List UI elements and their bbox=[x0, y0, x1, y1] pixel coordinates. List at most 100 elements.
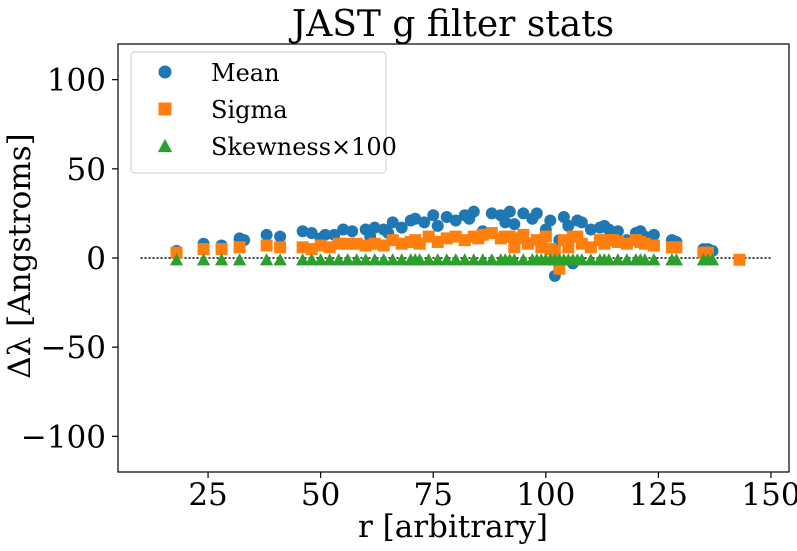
data-point-skewness bbox=[638, 253, 652, 266]
data-point-skewness bbox=[260, 253, 274, 266]
data-point-skewness bbox=[323, 253, 337, 266]
data-point-skewness bbox=[214, 253, 229, 266]
y-tick-label: 100 bbox=[47, 63, 106, 99]
data-point-sigma bbox=[535, 241, 548, 254]
data-point-skewness bbox=[413, 253, 427, 266]
data-point-mean bbox=[467, 205, 480, 218]
data-point-skewness bbox=[196, 253, 211, 266]
data-point-skewness bbox=[395, 253, 409, 266]
data-point-mean bbox=[503, 205, 516, 218]
data-point-skewness bbox=[440, 253, 454, 266]
data-point-mean bbox=[449, 214, 462, 227]
data-point-skewness bbox=[507, 253, 521, 266]
data-point-skewness bbox=[669, 253, 684, 266]
x-tick-label: 50 bbox=[301, 477, 340, 513]
data-point-sigma bbox=[332, 237, 345, 250]
data-point-mean bbox=[305, 227, 318, 240]
data-point-skewness bbox=[305, 253, 319, 266]
data-point-sigma bbox=[350, 237, 363, 250]
data-point-sigma bbox=[620, 237, 633, 250]
data-point-mean bbox=[409, 212, 422, 225]
data-point-skewness bbox=[611, 253, 625, 266]
data-point-sigma bbox=[584, 241, 597, 254]
data-point-skewness bbox=[602, 253, 616, 266]
data-point-skewness bbox=[296, 253, 310, 266]
data-point-sigma bbox=[377, 239, 390, 252]
legend-box bbox=[130, 51, 387, 174]
data-point-skewness bbox=[386, 253, 400, 266]
legend: Mean Sigma Skewness×100 bbox=[130, 51, 397, 174]
x-tick-label: 125 bbox=[629, 477, 688, 513]
data-point-sigma bbox=[575, 237, 588, 250]
data-point-sigma bbox=[368, 237, 381, 250]
data-point-sigma bbox=[422, 230, 435, 243]
data-point-sigma bbox=[260, 239, 273, 252]
data-point-sigma bbox=[359, 239, 372, 252]
data-point-sigma bbox=[274, 241, 287, 254]
y-tick-label: −50 bbox=[41, 330, 106, 366]
legend-label: Skewness×100 bbox=[211, 133, 397, 161]
data-point-sigma bbox=[449, 230, 462, 243]
data-point-mean bbox=[440, 210, 453, 223]
data-point-skewness bbox=[157, 138, 173, 153]
x-tick-label: 150 bbox=[741, 477, 797, 513]
data-point-sigma bbox=[215, 243, 228, 256]
data-point-sigma bbox=[647, 239, 660, 252]
data-point-sigma bbox=[341, 237, 354, 250]
data-point-skewness bbox=[422, 253, 436, 266]
data-point-sigma bbox=[170, 246, 183, 259]
data-point-skewness bbox=[476, 253, 490, 266]
data-point-mean bbox=[158, 65, 172, 79]
x-tick-label: 25 bbox=[188, 477, 227, 513]
data-point-mean bbox=[530, 207, 543, 220]
data-point-sigma bbox=[611, 235, 624, 248]
data-point-skewness bbox=[516, 253, 530, 266]
data-point-skewness bbox=[458, 253, 472, 266]
data-point-mean bbox=[427, 209, 440, 222]
data-point-mean bbox=[575, 216, 588, 229]
plot-area: 25 50 75 100 125 150 100 50 0 −50 −100 bbox=[21, 43, 797, 513]
data-point-sigma bbox=[503, 230, 516, 243]
data-point-mean bbox=[368, 221, 381, 234]
data-point-sigma bbox=[413, 237, 426, 250]
data-point-sigma bbox=[476, 228, 489, 241]
data-point-sigma bbox=[197, 243, 210, 256]
legend-label: Sigma bbox=[211, 96, 288, 124]
data-point-skewness bbox=[359, 253, 373, 266]
data-point-sigma bbox=[539, 230, 552, 243]
data-point-mean bbox=[337, 223, 350, 236]
y-axis-label: Δλ [Angstroms] bbox=[2, 133, 38, 378]
x-tick-label: 75 bbox=[414, 477, 453, 513]
data-point-skewness bbox=[467, 253, 481, 266]
data-point-mean bbox=[319, 228, 332, 241]
data-point-sigma bbox=[158, 102, 172, 116]
data-point-mean bbox=[557, 210, 570, 223]
data-point-mean bbox=[346, 225, 359, 238]
data-point-skewness bbox=[449, 253, 463, 266]
data-point-mean bbox=[584, 223, 597, 236]
data-point-sigma bbox=[386, 234, 399, 247]
data-point-mean bbox=[508, 218, 521, 231]
data-point-skewness bbox=[377, 253, 391, 266]
data-point-skewness bbox=[584, 253, 598, 266]
data-point-skewness bbox=[232, 253, 247, 266]
data-point-mean bbox=[602, 223, 615, 236]
data-point-sigma bbox=[323, 241, 336, 254]
legend-label: Mean bbox=[211, 59, 280, 87]
data-point-sigma bbox=[314, 239, 327, 252]
data-point-skewness bbox=[341, 253, 355, 266]
data-point-mean bbox=[499, 216, 512, 229]
data-point-skewness bbox=[273, 253, 287, 266]
data-point-mean bbox=[562, 219, 575, 232]
data-point-mean bbox=[395, 221, 408, 234]
data-point-mean bbox=[274, 230, 287, 243]
data-point-sigma bbox=[733, 253, 746, 266]
data-point-skewness bbox=[705, 253, 720, 266]
data-point-sigma bbox=[233, 241, 246, 254]
data-point-skewness bbox=[620, 253, 634, 266]
data-point-mean bbox=[647, 228, 660, 241]
x-axis-label: r [arbitrary] bbox=[358, 509, 548, 545]
data-point-sigma bbox=[670, 241, 683, 254]
y-tick-label: 0 bbox=[86, 241, 106, 277]
